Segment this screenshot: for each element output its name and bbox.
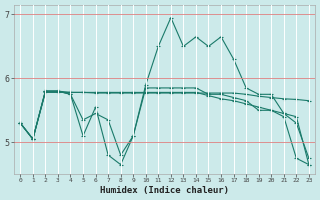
X-axis label: Humidex (Indice chaleur): Humidex (Indice chaleur): [100, 186, 229, 195]
